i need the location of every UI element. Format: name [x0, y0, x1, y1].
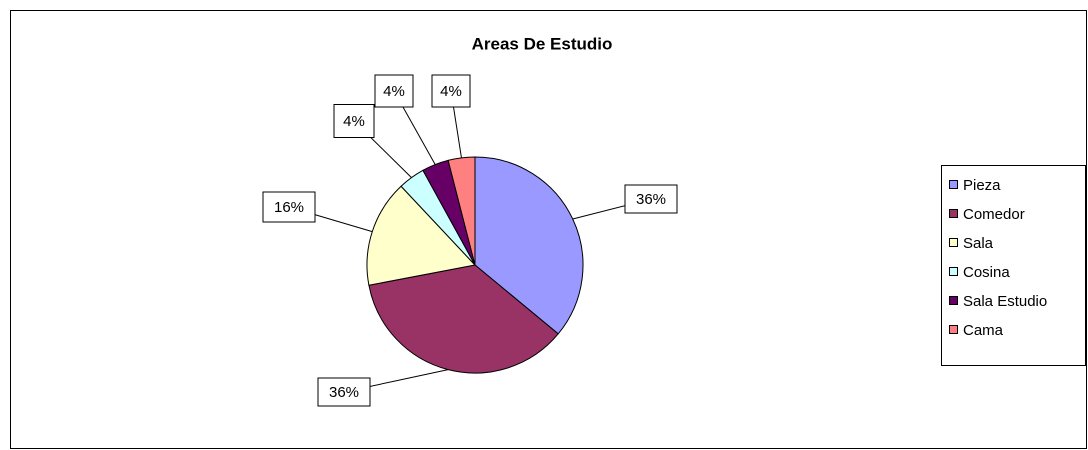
data-label: 16% — [274, 199, 304, 216]
pie-slice — [366, 185, 476, 286]
data-label: 4% — [343, 113, 365, 130]
legend-swatch — [949, 325, 958, 334]
chart-title: Areas De Estudio — [472, 34, 613, 53]
pie-slice — [368, 264, 559, 374]
legend-label: Cosina — [963, 264, 1010, 281]
legend-swatch — [949, 238, 958, 247]
data-label: 4% — [383, 83, 405, 100]
legend-swatch — [949, 180, 958, 189]
data-label-box — [317, 377, 371, 407]
data-label-box — [374, 74, 414, 108]
data-label-box — [262, 191, 316, 223]
legend-swatch — [949, 296, 958, 305]
data-label-box — [624, 184, 678, 214]
legend-label: Cama — [963, 322, 1004, 339]
data-label: 4% — [440, 83, 462, 100]
legend-label: Pieza — [963, 177, 1001, 194]
data-label: 36% — [329, 384, 359, 401]
legend-label: Sala — [963, 235, 994, 252]
data-label-box — [431, 74, 471, 108]
legend-label: Sala Estudio — [963, 293, 1047, 310]
data-label: 36% — [636, 191, 666, 208]
legend-label: Comedor — [963, 206, 1025, 223]
legend-swatch — [949, 209, 958, 218]
legend-swatch — [949, 267, 958, 276]
pie-slice — [474, 156, 584, 335]
data-label-box — [333, 104, 375, 138]
legend-box — [941, 165, 1086, 366]
